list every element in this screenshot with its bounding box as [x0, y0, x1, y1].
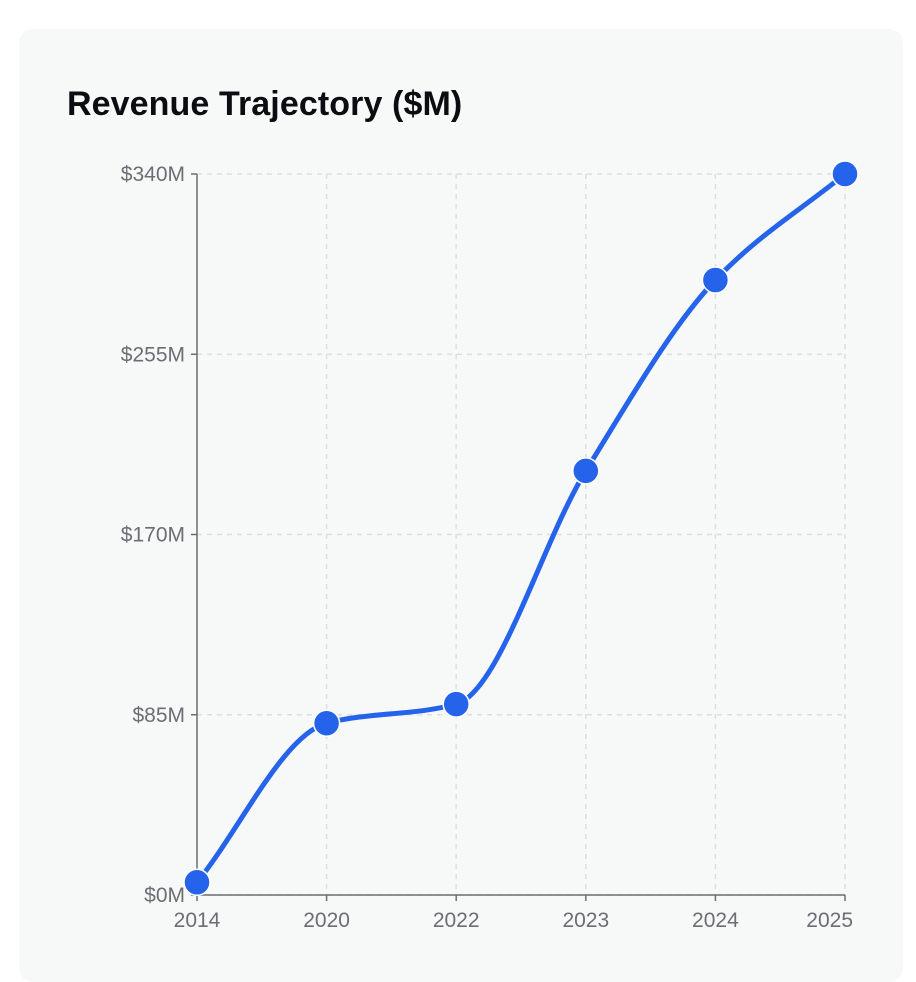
data-points — [183, 160, 859, 897]
x-tick-label: 2014 — [174, 909, 221, 932]
series — [194, 171, 848, 885]
y-tick-label: $255M — [121, 343, 185, 366]
x-tick-label: 2022 — [433, 909, 480, 932]
y-tick-label: $0M — [144, 884, 185, 907]
axes — [191, 173, 846, 901]
x-tick-label: 2020 — [303, 909, 350, 932]
chart-card: Revenue Trajectory ($M) — [19, 29, 903, 982]
data-point — [572, 457, 600, 485]
grid — [197, 173, 846, 896]
series-line — [194, 171, 848, 885]
chart-title: Revenue Trajectory ($M) — [67, 85, 463, 123]
y-tick-label: $340M — [121, 163, 185, 186]
x-tick-label: 2023 — [562, 909, 609, 932]
tick-labels: $0M $85M $170M $255M $340M 2014 2020 2022 2023 20… — [121, 163, 853, 932]
data-point — [831, 160, 859, 188]
y-tick-label: $85M — [132, 704, 185, 727]
x-tick-label: 2024 — [692, 909, 739, 932]
data-point — [442, 690, 470, 718]
y-tick-label: $170M — [121, 524, 185, 547]
data-point — [312, 709, 341, 737]
data-point — [183, 868, 211, 897]
data-point — [701, 266, 730, 294]
x-tick-label: 2025 — [806, 909, 853, 932]
